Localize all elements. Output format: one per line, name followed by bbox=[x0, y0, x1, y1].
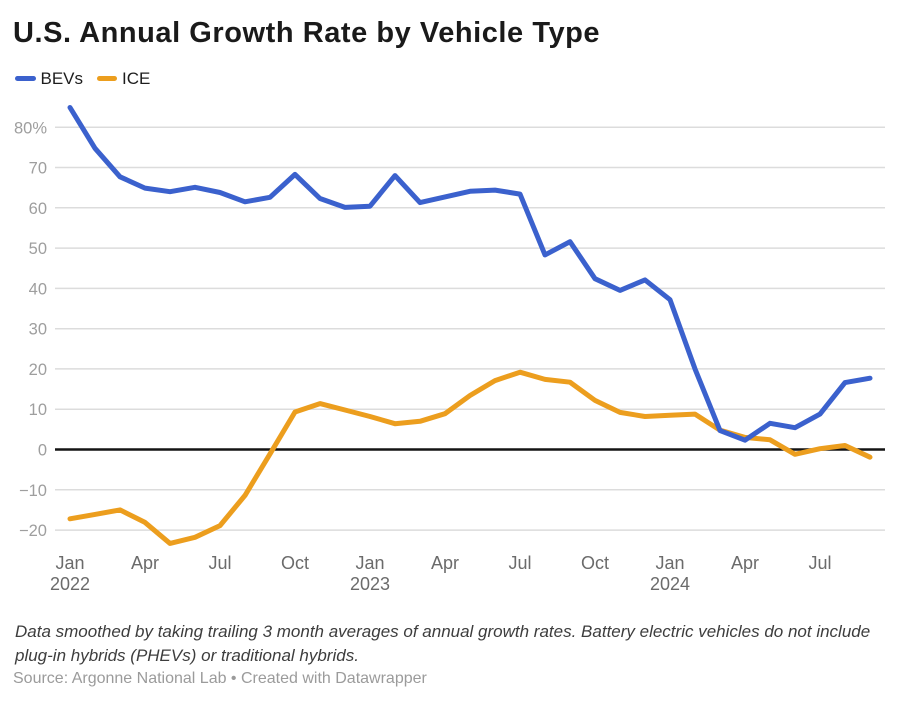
svg-text:20: 20 bbox=[29, 361, 47, 379]
svg-text:−10: −10 bbox=[19, 482, 47, 500]
svg-text:Jan: Jan bbox=[55, 553, 84, 573]
svg-text:30: 30 bbox=[29, 321, 47, 339]
svg-text:Oct: Oct bbox=[281, 553, 309, 573]
svg-text:Jul: Jul bbox=[208, 553, 231, 573]
svg-text:Apr: Apr bbox=[731, 553, 759, 573]
svg-text:Jul: Jul bbox=[508, 553, 531, 573]
svg-text:70: 70 bbox=[29, 160, 47, 178]
svg-text:60: 60 bbox=[29, 200, 47, 218]
svg-text:2024: 2024 bbox=[650, 574, 690, 594]
svg-text:80%: 80% bbox=[14, 119, 47, 137]
svg-text:Jan: Jan bbox=[355, 553, 384, 573]
svg-text:2022: 2022 bbox=[50, 574, 90, 594]
svg-text:50: 50 bbox=[29, 240, 47, 258]
svg-text:40: 40 bbox=[29, 280, 47, 298]
svg-text:Jan: Jan bbox=[655, 553, 684, 573]
svg-text:10: 10 bbox=[29, 401, 47, 419]
svg-text:Apr: Apr bbox=[431, 553, 459, 573]
svg-text:Oct: Oct bbox=[581, 553, 609, 573]
svg-text:−20: −20 bbox=[19, 522, 47, 540]
svg-text:0: 0 bbox=[38, 442, 47, 460]
svg-text:Jul: Jul bbox=[808, 553, 831, 573]
svg-text:2023: 2023 bbox=[350, 574, 390, 594]
svg-text:Apr: Apr bbox=[131, 553, 159, 573]
